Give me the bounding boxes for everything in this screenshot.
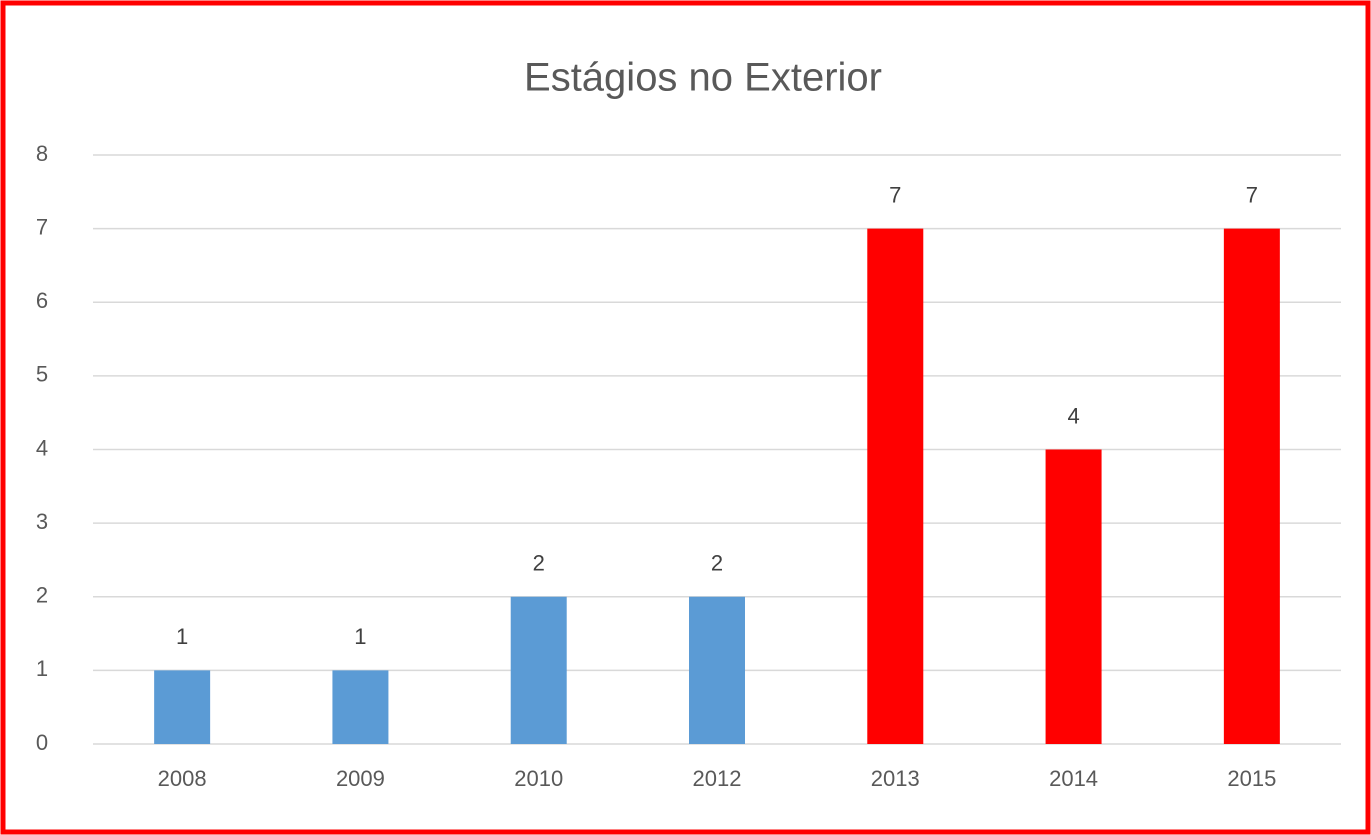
y-tick-label: 5 (36, 362, 48, 387)
data-label: 2 (533, 551, 545, 576)
bar (332, 670, 389, 744)
bar (510, 596, 567, 744)
x-tick-label: 2015 (1227, 766, 1276, 791)
y-tick-label: 7 (36, 214, 48, 239)
bar (867, 228, 924, 744)
y-tick-label: 0 (36, 730, 48, 755)
y-tick-label: 6 (36, 288, 48, 313)
bar (689, 596, 745, 744)
x-tick-label: 2012 (693, 766, 742, 791)
data-label: 1 (176, 624, 188, 649)
bar (1045, 449, 1102, 744)
x-tick-label: 2014 (1049, 766, 1098, 791)
data-label: 2 (711, 551, 723, 576)
data-label: 4 (1067, 403, 1079, 428)
y-tick-label: 2 (36, 583, 48, 608)
y-tick-label: 4 (36, 435, 48, 460)
y-tick-label: 3 (36, 509, 48, 534)
data-label: 7 (889, 182, 901, 207)
x-tick-label: 2008 (158, 766, 207, 791)
x-tick-label: 2013 (871, 766, 920, 791)
x-tick-label: 2010 (514, 766, 563, 791)
data-label: 1 (354, 624, 366, 649)
chart-title: Estágios no Exterior (524, 56, 882, 100)
bar (154, 670, 211, 744)
y-tick-label: 8 (36, 141, 48, 166)
y-tick-label: 1 (36, 656, 48, 681)
x-tick-label: 2009 (336, 766, 385, 791)
bar (1223, 228, 1280, 744)
data-label: 7 (1246, 182, 1258, 207)
